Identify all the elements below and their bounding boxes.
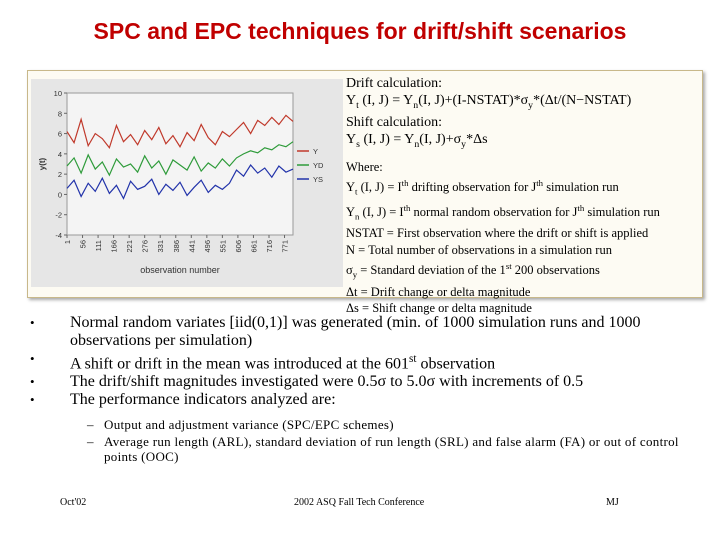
legend-label: YS xyxy=(313,175,323,184)
shift-label: Shift calculation: xyxy=(346,114,443,130)
y-tick-label: 2 xyxy=(58,170,62,179)
definition: Δs = Shift change or delta magnitude xyxy=(346,301,532,316)
t: y xyxy=(461,138,467,150)
x-tick-label: 771 xyxy=(281,240,290,253)
series-line xyxy=(66,114,294,150)
t: t xyxy=(356,99,359,111)
y-axis-label: y(t) xyxy=(38,157,47,170)
t: drifting observation for J xyxy=(408,180,537,195)
definition: Yn (I, J) = Ith normal random observatio… xyxy=(346,200,660,225)
bullet: A shift or drift in the mean was introdu… xyxy=(30,350,690,373)
shift-formula: Ys (I, J) = Yn(I, J)+σy*Δs xyxy=(346,131,660,153)
t: st xyxy=(409,353,417,365)
y-tick-label: 4 xyxy=(58,150,62,159)
definition: σy = Standard deviation of the 1st 200 o… xyxy=(346,258,660,283)
bullet: The performance indicators analyzed are: xyxy=(30,391,690,409)
legend-label: YD xyxy=(313,161,324,170)
y-tick-label: 8 xyxy=(58,109,62,118)
definition: Δt = Drift change or delta magnitude xyxy=(346,284,531,299)
x-tick-label: 606 xyxy=(234,240,243,253)
t: (I, J) = Y xyxy=(358,93,414,108)
x-tick-label: 441 xyxy=(187,240,196,253)
y-tick-label: 10 xyxy=(54,89,62,98)
x-tick-label: 386 xyxy=(172,240,181,253)
definition: Yt (I, J) = Ith drifting observation for… xyxy=(346,175,660,200)
t: (I, J) = I xyxy=(359,205,404,220)
t: A shift or drift in the mean was introdu… xyxy=(70,355,410,373)
footer-conference: 2002 ASQ Fall Tech Conference xyxy=(294,497,425,508)
t: observation xyxy=(416,355,496,373)
t: y xyxy=(352,270,358,281)
t: Y xyxy=(346,93,357,108)
x-tick-label: 111 xyxy=(94,240,103,251)
t: n xyxy=(355,211,360,222)
drift-formula: Yt (I, J) = Yn(I, J)+(I-NSTAT)*σy*(Δt/(N… xyxy=(346,92,660,114)
t: (I, J) = Y xyxy=(359,131,415,147)
t: st xyxy=(505,261,512,272)
t: Y xyxy=(346,131,357,147)
x-axis-label: observation number xyxy=(140,265,220,275)
t: Y xyxy=(346,180,356,195)
t: n xyxy=(414,138,420,150)
t: (I, J)+(I-NSTAT)*σ xyxy=(418,93,529,108)
x-tick-label: 56 xyxy=(79,240,88,248)
x-tick-label: 166 xyxy=(110,240,119,253)
x-tick-label: 221 xyxy=(125,240,134,253)
t: th xyxy=(401,178,409,189)
bullet-list: Normal random variates [iid(0,1)] was ge… xyxy=(30,314,690,464)
sub-bullet: Average run length (ARL), standard devia… xyxy=(30,434,690,464)
t: *Δs xyxy=(466,131,488,147)
chart: -4 -2 0 2 4 6 8 10 1 56 111 166 221 276 331 386 441 496 55… xyxy=(31,79,343,287)
t: s xyxy=(356,138,360,150)
y-tick-label: 0 xyxy=(58,190,62,199)
x-tick-label: 331 xyxy=(156,240,165,253)
footer-date: Oct'02 xyxy=(60,497,87,508)
definition: NSTAT = First observation where the drif… xyxy=(346,226,649,241)
plot-area xyxy=(66,92,294,236)
slide-title: SPC and EPC techniques for drift/shift s… xyxy=(93,18,627,44)
footer-author: MJ xyxy=(606,497,619,508)
t: Y xyxy=(346,205,356,220)
x-tick-label: 1 xyxy=(63,240,72,244)
t: n xyxy=(413,99,419,111)
x-tick-label: 551 xyxy=(218,240,227,253)
formulas: Drift calculation: Yt (I, J) = Yn(I, J)+… xyxy=(346,75,660,317)
t: simulation run xyxy=(543,180,619,195)
x-tick-label: 716 xyxy=(265,240,274,253)
y-tick-label: -2 xyxy=(55,211,62,220)
t: normal random observation for J xyxy=(410,205,578,220)
t: t xyxy=(355,186,358,197)
t: = Standard deviation of the 1 xyxy=(357,263,506,278)
sub-bullet: Output and adjustment variance (SPC/EPC … xyxy=(30,417,690,432)
t: y xyxy=(528,99,534,111)
y-tick-label: 6 xyxy=(58,130,62,139)
t: *(Δt/(N−NSTAT) xyxy=(533,93,632,108)
t: (I, J) = I xyxy=(357,180,402,195)
t: (I, J)+σ xyxy=(419,131,462,147)
t: σ xyxy=(346,263,353,278)
t: th xyxy=(577,203,585,214)
definition: N = Total number of observations in a si… xyxy=(346,242,612,257)
figure-box: -4 -2 0 2 4 6 8 10 1 56 111 166 221 276 331 386 441 496 55… xyxy=(27,70,703,315)
series-line xyxy=(66,164,294,200)
x-tick-label: 276 xyxy=(141,240,150,253)
t: th xyxy=(403,203,411,214)
t: 200 observations xyxy=(511,263,600,278)
x-tick-label: 661 xyxy=(249,240,258,253)
bullet: Normal random variates [iid(0,1)] was ge… xyxy=(30,314,690,350)
y-tick-label: -4 xyxy=(55,231,62,240)
drift-label: Drift calculation: xyxy=(346,76,443,91)
where: Where: xyxy=(346,159,383,174)
series-line xyxy=(66,141,294,177)
t: th xyxy=(536,178,544,189)
bullet: The drift/shift magnitudes investigated … xyxy=(30,373,690,391)
t: simulation run xyxy=(584,205,660,220)
x-tick-label: 496 xyxy=(203,240,212,253)
legend-label: Y xyxy=(313,147,318,156)
